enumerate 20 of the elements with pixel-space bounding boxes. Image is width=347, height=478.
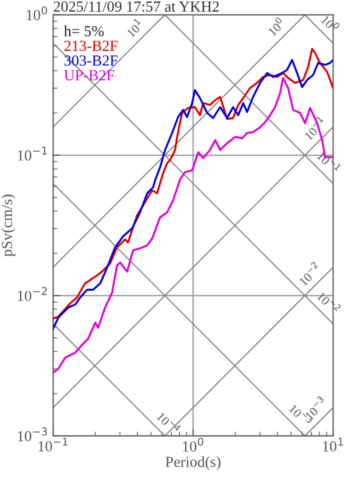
annotation: 10$^{0}$ bbox=[266, 16, 286, 36]
x-tick-label: 10$^{1}$ bbox=[323, 438, 343, 452]
annotation: 10$^{0}$ bbox=[320, 13, 340, 33]
text: UP-B2F bbox=[64, 70, 114, 80]
y-tick-label: 10$^{0}$ bbox=[26, 6, 47, 20]
text: 213-B2F bbox=[64, 40, 118, 51]
legend-title: h= 5% bbox=[64, 26, 104, 36]
x-tick-label: 10$^{0}$ bbox=[183, 438, 204, 452]
annotation: 10$^{−4}$ bbox=[156, 410, 182, 436]
annotation: 10$^{−2}$ bbox=[296, 261, 322, 286]
y-axis-title: pSv(cm/s) bbox=[1, 194, 16, 257]
annotation: 10$^{−1}$ bbox=[302, 116, 327, 140]
text: 303-B2F bbox=[64, 55, 118, 66]
annotation: 10$^{−1}$ bbox=[316, 150, 342, 174]
y-tick-label: 10$^{−2}$ bbox=[18, 287, 47, 301]
y-tick-label: 10$^{−1}$ bbox=[18, 146, 47, 161]
x-axis-title: Period(s) bbox=[166, 456, 220, 470]
annotation: 10$^{1}$ bbox=[124, 18, 144, 38]
chart-title: 2025/11/09 17:57 at YKH2 bbox=[54, 1, 219, 12]
annotation: 10$^{−2}$ bbox=[316, 290, 342, 315]
